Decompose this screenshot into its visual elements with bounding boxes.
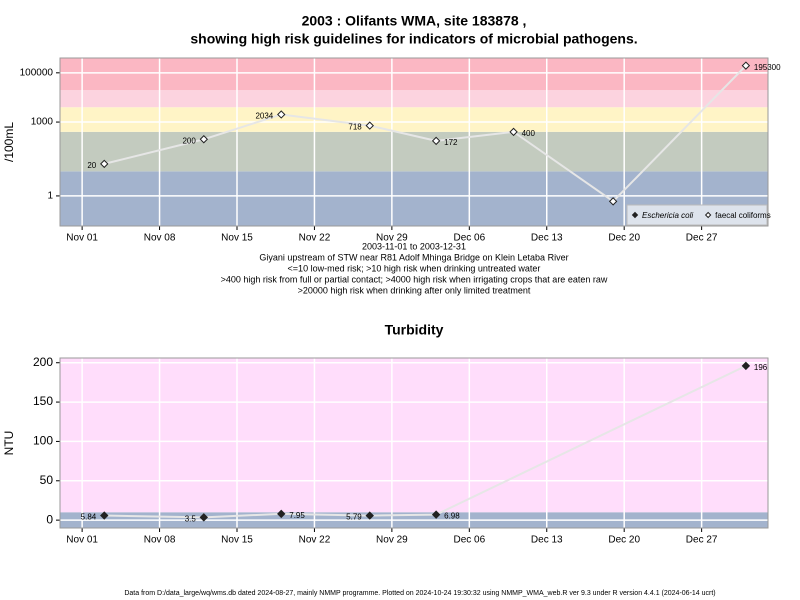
note: >20000 high risk when drinking after onl… xyxy=(298,285,531,295)
data-label: 5.79 xyxy=(346,513,362,522)
x-tick-label: Dec 13 xyxy=(531,233,563,244)
y-tick-label: 1 xyxy=(47,191,53,202)
data-point xyxy=(277,110,286,119)
legend-marker xyxy=(631,211,639,219)
data-point xyxy=(431,136,441,146)
x-tick-label: Nov 08 xyxy=(144,233,176,244)
chart-title: Turbidity xyxy=(385,322,444,338)
data-point xyxy=(277,509,286,519)
series-line xyxy=(104,364,747,519)
x-tick-label: Dec 27 xyxy=(686,233,718,244)
note: >400 high risk from full or partial cont… xyxy=(221,274,608,284)
y-tick-label: 50 xyxy=(40,473,54,487)
x-tick-label: Nov 22 xyxy=(299,233,331,244)
y-tick-label: 100000 xyxy=(20,67,54,78)
data-label: 3.5 xyxy=(185,514,197,523)
data-label: 5.84 xyxy=(81,513,97,522)
note: <=10 low-med risk; >10 high risk when dr… xyxy=(288,263,541,273)
data-point xyxy=(741,361,751,371)
data-point xyxy=(100,511,109,520)
data-label: 718 xyxy=(348,123,362,132)
x-tick-label: Nov 29 xyxy=(376,535,408,546)
legend-label: Eschericia coli xyxy=(642,211,693,220)
plot-frame xyxy=(59,57,769,227)
data-label: 20 xyxy=(87,161,96,170)
data-point xyxy=(365,511,374,520)
x-tick-label: Dec 13 xyxy=(531,535,563,546)
plot-frame xyxy=(59,357,769,529)
data-point xyxy=(741,61,751,70)
data-label: 7.95 xyxy=(289,511,305,520)
x-tick-label: Nov 08 xyxy=(144,535,176,546)
note: Giyani upstream of STW near R81 Adolf Mh… xyxy=(259,252,568,262)
legend-label: faecal coliforms xyxy=(715,211,771,220)
x-tick-label: Nov 22 xyxy=(299,535,331,546)
x-tick-label: Nov 01 xyxy=(66,233,98,244)
data-label: 2034 xyxy=(255,112,273,121)
data-label: 6.98 xyxy=(444,512,460,521)
x-tick-label: Nov 15 xyxy=(221,535,253,546)
data-label: 196 xyxy=(754,363,768,372)
y-tick-label: 100 xyxy=(33,434,53,448)
y-tick-label: 1000 xyxy=(31,117,54,128)
data-point xyxy=(431,510,441,519)
chart-subtitle: showing high risk guidelines for indicat… xyxy=(190,31,637,47)
x-tick-label: Nov 01 xyxy=(66,535,98,546)
y-axis-label: /100mL xyxy=(2,122,16,162)
data-point xyxy=(100,159,109,169)
legend-marker xyxy=(704,211,712,219)
risk-band xyxy=(60,358,768,513)
legend-box xyxy=(626,204,768,226)
series-line xyxy=(104,64,747,203)
footer: Data from D:/data_large/wq/wms.db dated … xyxy=(124,590,715,597)
data-label: 200 xyxy=(182,136,196,145)
data-point xyxy=(509,127,518,137)
y-tick-label: 0 xyxy=(46,512,53,526)
risk-band xyxy=(60,58,768,91)
x-tick-label: Nov 29 xyxy=(376,233,408,244)
note: 2003-11-01 to 2003-12-31 xyxy=(362,241,466,251)
x-tick-label: Dec 06 xyxy=(453,535,485,546)
data-point xyxy=(365,121,374,130)
data-point xyxy=(199,135,209,144)
y-axis-label: NTU xyxy=(2,431,16,456)
x-tick-label: Dec 20 xyxy=(608,233,640,244)
data-point xyxy=(608,197,618,206)
x-tick-label: Dec 27 xyxy=(686,535,718,546)
y-tick-label: 200 xyxy=(33,355,53,369)
data-point xyxy=(199,513,209,522)
y-tick-label: 150 xyxy=(33,394,53,408)
x-tick-label: Nov 15 xyxy=(221,233,253,244)
risk-band xyxy=(60,90,768,108)
x-tick-label: Dec 20 xyxy=(608,535,640,546)
chart-title: 2003 : Olifants WMA, site 183878 , xyxy=(302,13,527,29)
risk-band xyxy=(60,107,768,132)
x-tick-label: Dec 06 xyxy=(453,233,485,244)
data-label: 195300 xyxy=(754,63,781,72)
data-label: 172 xyxy=(444,138,458,147)
data-label: 400 xyxy=(522,129,536,138)
